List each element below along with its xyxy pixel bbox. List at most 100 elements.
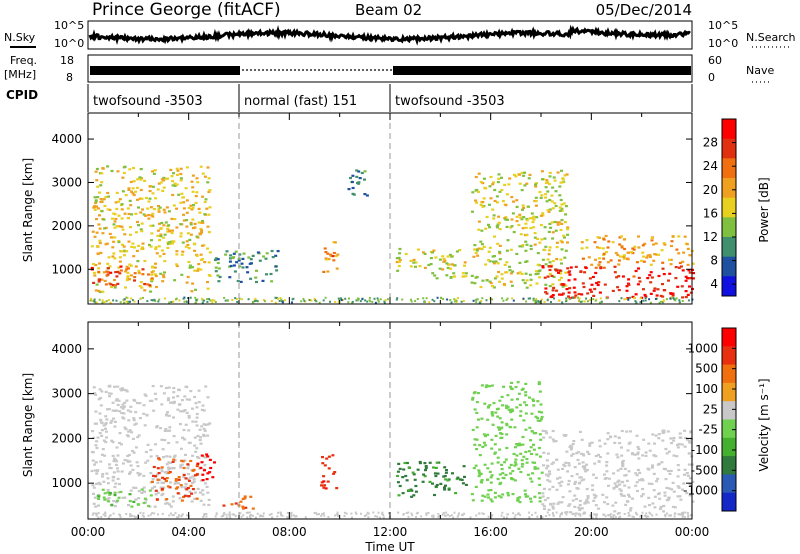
echo-cell xyxy=(672,490,676,493)
echo-cell xyxy=(558,293,561,296)
echo-cell xyxy=(206,396,210,399)
echo-cell xyxy=(102,424,106,427)
echo-cell xyxy=(551,438,555,441)
echo-cell xyxy=(437,513,440,516)
echo-cell xyxy=(550,462,554,465)
echo-cell xyxy=(407,489,411,492)
echo-cell xyxy=(173,279,177,282)
echo-cell xyxy=(622,256,626,259)
echo-cell xyxy=(478,454,482,457)
echo-cell xyxy=(275,297,278,299)
echo-cell xyxy=(582,285,586,289)
echo-cell xyxy=(424,466,428,470)
echo-cell xyxy=(92,492,95,495)
echo-cell xyxy=(671,294,675,297)
echo-cell xyxy=(689,514,693,517)
echo-cell xyxy=(162,274,165,277)
echo-cell xyxy=(590,263,594,266)
echo-cell xyxy=(598,291,602,294)
echo-cell xyxy=(486,418,490,421)
echo-cell xyxy=(355,175,359,178)
echo-cell xyxy=(191,174,195,177)
echo-cell xyxy=(124,194,128,197)
echo-cell xyxy=(524,382,528,385)
echo-cell xyxy=(504,204,508,207)
echo-cell xyxy=(128,493,132,496)
echo-cell xyxy=(641,487,645,491)
echo-cell xyxy=(92,512,95,515)
echo-cell xyxy=(256,251,260,254)
echo-cell xyxy=(117,410,121,413)
echo-cell xyxy=(343,511,346,514)
echo-cell xyxy=(473,408,477,411)
echo-cell xyxy=(463,512,466,515)
echo-cell xyxy=(189,223,193,226)
echo-cell xyxy=(617,436,621,439)
echo-cell xyxy=(482,177,486,180)
echo-cell xyxy=(170,401,174,404)
echo-cell xyxy=(591,484,595,487)
echo-cell xyxy=(199,499,203,502)
echo-cell xyxy=(164,221,168,224)
echo-cell xyxy=(119,269,123,272)
echo-cell xyxy=(519,216,523,219)
echo-cell xyxy=(110,439,114,442)
echo-cell xyxy=(165,502,169,505)
echo-cell xyxy=(666,430,670,433)
echo-cell xyxy=(560,207,564,210)
echo-cell xyxy=(582,512,585,515)
echo-cell xyxy=(383,300,386,303)
echo-cell xyxy=(471,398,475,401)
echo-cell xyxy=(627,283,631,286)
echo-cell xyxy=(642,299,645,302)
echo-cell xyxy=(625,289,629,292)
echo-cell xyxy=(525,279,529,282)
echo-cell xyxy=(501,476,505,479)
echo-cell xyxy=(169,461,173,464)
echo-cell xyxy=(644,454,648,457)
echo-cell xyxy=(539,403,543,406)
echo-cell xyxy=(498,190,502,193)
echo-cell xyxy=(641,493,645,496)
echo-cell xyxy=(610,516,612,518)
echo-cell xyxy=(563,464,567,468)
echo-cell xyxy=(284,299,287,302)
echo-cell xyxy=(692,272,695,275)
echo-cell xyxy=(516,381,520,384)
echo-cell xyxy=(506,394,510,397)
echo-cell xyxy=(524,493,527,496)
echo-cell xyxy=(425,512,428,515)
echo-cell xyxy=(186,477,190,480)
echo-cell xyxy=(133,279,136,282)
colorbar-segment xyxy=(722,474,736,494)
echo-cell xyxy=(286,511,289,514)
echo-cell xyxy=(410,512,413,515)
echo-cell xyxy=(248,511,251,514)
echo-cell xyxy=(420,515,423,518)
echo-cell xyxy=(414,261,418,264)
echo-cell xyxy=(560,241,564,244)
echo-cell xyxy=(637,448,641,451)
echo-cell xyxy=(574,512,578,515)
echo-cell xyxy=(142,486,146,489)
echo-cell xyxy=(357,170,361,173)
echo-cell xyxy=(247,256,251,259)
echo-cell xyxy=(164,428,168,431)
echo-cell xyxy=(95,167,99,171)
echo-cell xyxy=(561,467,564,470)
echo-cell xyxy=(207,498,211,501)
echo-cell xyxy=(438,258,442,261)
echo-cell xyxy=(473,248,477,251)
echo-cell xyxy=(592,493,596,496)
echo-cell xyxy=(687,463,691,466)
echo-cell xyxy=(514,514,517,517)
echo-cell xyxy=(135,231,138,234)
echo-cell xyxy=(470,274,474,277)
echo-cell xyxy=(194,402,198,405)
echo-cell xyxy=(91,230,95,233)
echo-cell xyxy=(525,219,529,222)
echo-cell xyxy=(222,515,225,517)
echo-cell xyxy=(130,190,133,193)
echo-cell xyxy=(434,474,438,478)
echo-cell xyxy=(491,414,495,417)
